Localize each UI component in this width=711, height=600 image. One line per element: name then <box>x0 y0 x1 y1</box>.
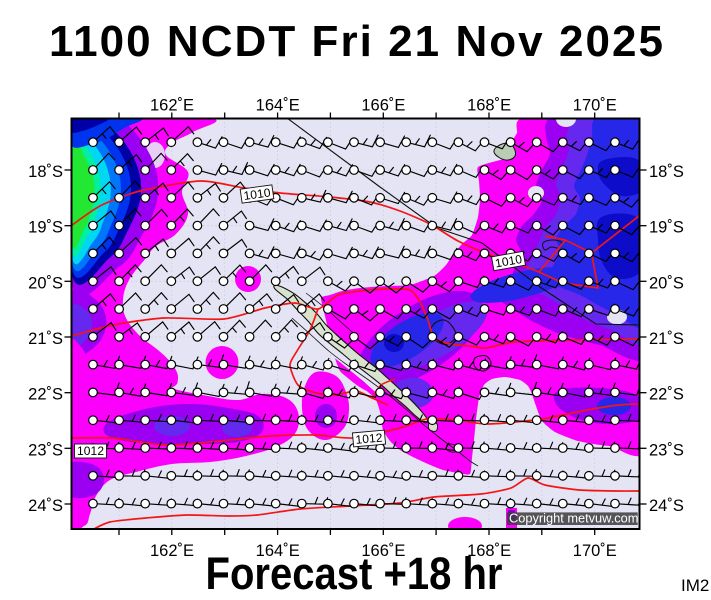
svg-text:21˚S: 21˚S <box>649 330 684 348</box>
svg-text:24˚S: 24˚S <box>649 497 684 515</box>
svg-text:1012: 1012 <box>77 444 104 458</box>
svg-text:20˚S: 20˚S <box>649 274 684 292</box>
svg-text:Forecast +18 hr: Forecast +18 hr <box>206 548 503 599</box>
svg-text:164˚E: 164˚E <box>256 542 300 560</box>
svg-text:18˚S: 18˚S <box>649 163 684 181</box>
svg-text:18˚S: 18˚S <box>28 163 63 181</box>
svg-text:1012: 1012 <box>355 431 383 447</box>
svg-text:1010: 1010 <box>494 252 523 271</box>
svg-text:Copyright metvuw.com: Copyright metvuw.com <box>509 511 638 526</box>
svg-text:IM2: IM2 <box>681 576 709 595</box>
svg-text:164˚E: 164˚E <box>256 97 300 115</box>
svg-text:166˚E: 166˚E <box>361 542 405 560</box>
svg-text:162˚E: 162˚E <box>150 97 194 115</box>
svg-text:19˚S: 19˚S <box>649 219 684 237</box>
svg-text:162˚E: 162˚E <box>150 542 194 560</box>
svg-text:21˚S: 21˚S <box>28 330 63 348</box>
svg-text:170˚E: 170˚E <box>573 97 617 115</box>
svg-text:19˚S: 19˚S <box>28 219 63 237</box>
svg-text:22˚S: 22˚S <box>28 386 63 404</box>
svg-text:168˚E: 168˚E <box>467 97 511 115</box>
svg-text:170˚E: 170˚E <box>573 542 617 560</box>
svg-text:168˚E: 168˚E <box>467 542 511 560</box>
svg-text:22˚S: 22˚S <box>649 386 684 404</box>
svg-text:166˚E: 166˚E <box>361 97 405 115</box>
svg-text:1100 NCDT Fri 21 Nov 2025: 1100 NCDT Fri 21 Nov 2025 <box>49 17 663 66</box>
svg-text:23˚S: 23˚S <box>28 441 63 459</box>
svg-text:1010: 1010 <box>243 185 272 203</box>
svg-text:24˚S: 24˚S <box>28 497 63 515</box>
svg-text:20˚S: 20˚S <box>28 274 63 292</box>
svg-text:23˚S: 23˚S <box>649 441 684 459</box>
